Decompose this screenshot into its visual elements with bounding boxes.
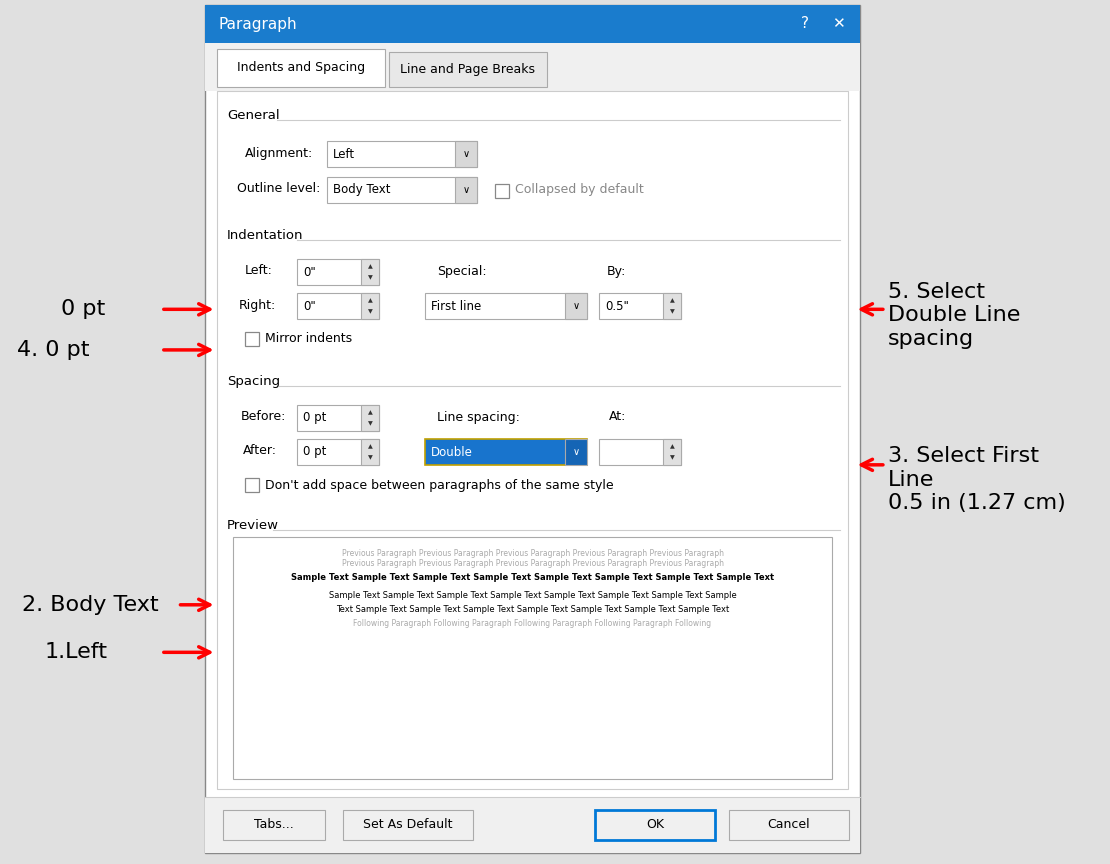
Text: ▼: ▼ (669, 455, 675, 461)
Text: ▼: ▼ (367, 309, 372, 314)
Text: 0": 0" (303, 265, 315, 278)
Text: ▲: ▲ (367, 410, 372, 415)
Text: ∨: ∨ (573, 301, 579, 311)
Text: Sample Text Sample Text Sample Text Sample Text Sample Text Sample Text Sample T: Sample Text Sample Text Sample Text Samp… (291, 573, 774, 582)
Text: 0 pt: 0 pt (303, 411, 326, 424)
Bar (216, 49, 385, 87)
Text: 0 pt: 0 pt (303, 446, 326, 459)
Text: ✕: ✕ (831, 16, 845, 31)
Text: ▲: ▲ (367, 444, 372, 448)
Bar (343, 810, 473, 840)
Bar (297, 439, 379, 465)
Text: 2. Body Text: 2. Body Text (22, 594, 159, 615)
Text: Double: Double (431, 446, 473, 459)
Bar (595, 810, 715, 840)
Text: Special:: Special: (437, 264, 486, 277)
Bar (216, 91, 848, 789)
Text: Previous Paragraph Previous Paragraph Previous Paragraph Previous Paragraph Prev: Previous Paragraph Previous Paragraph Pr… (342, 549, 724, 558)
Text: Alignment:: Alignment: (245, 147, 313, 160)
Bar (599, 439, 682, 465)
Text: ▼: ▼ (367, 422, 372, 426)
Text: Tabs...: Tabs... (254, 818, 294, 831)
Bar (297, 293, 379, 319)
Bar (205, 797, 860, 853)
Bar (297, 259, 379, 285)
Bar (233, 537, 833, 779)
Text: At:: At: (609, 410, 626, 423)
Bar (565, 293, 587, 319)
Text: Line and Page Breaks: Line and Page Breaks (401, 63, 535, 76)
Text: ▼: ▼ (367, 276, 372, 280)
Bar (361, 293, 379, 319)
Bar (425, 439, 587, 465)
Text: Paragraph: Paragraph (219, 16, 297, 31)
Bar (245, 478, 259, 492)
Text: Line spacing:: Line spacing: (437, 410, 519, 423)
Text: Right:: Right: (239, 298, 276, 312)
Bar (205, 5, 860, 43)
Text: 4. 0 pt: 4. 0 pt (17, 340, 89, 360)
Bar (223, 810, 325, 840)
Bar (361, 405, 379, 431)
Bar (361, 439, 379, 465)
Text: Following Paragraph Following Paragraph Following Paragraph Following Paragraph : Following Paragraph Following Paragraph … (353, 619, 712, 628)
Text: Sample Text Sample Text Sample Text Sample Text Sample Text Sample Text Sample T: Sample Text Sample Text Sample Text Samp… (329, 591, 736, 600)
Bar (388, 52, 547, 87)
Bar (495, 184, 509, 198)
Bar (729, 810, 849, 840)
Text: ∨: ∨ (463, 149, 470, 159)
Text: 1.Left: 1.Left (44, 642, 108, 663)
Text: Text Sample Text Sample Text Sample Text Sample Text Sample Text Sample Text Sam: Text Sample Text Sample Text Sample Text… (336, 605, 729, 614)
Text: 0 pt: 0 pt (61, 299, 105, 320)
Text: 5. Select
Double Line
spacing: 5. Select Double Line spacing (888, 283, 1020, 348)
Text: Don't add space between paragraphs of the same style: Don't add space between paragraphs of th… (265, 479, 614, 492)
Bar (663, 439, 682, 465)
Text: Indents and Spacing: Indents and Spacing (236, 61, 365, 74)
Text: Preview: Preview (228, 519, 279, 532)
Text: First line: First line (431, 300, 482, 313)
Bar (663, 293, 682, 319)
Text: ▲: ▲ (367, 298, 372, 302)
Text: OK: OK (646, 818, 664, 831)
Bar (205, 43, 860, 91)
Text: Indentation: Indentation (228, 229, 303, 242)
Text: ∨: ∨ (573, 447, 579, 457)
Text: 0": 0" (303, 300, 315, 313)
Text: ▲: ▲ (367, 264, 372, 269)
Text: Body Text: Body Text (333, 183, 391, 196)
Text: Outline level:: Outline level: (238, 182, 321, 195)
Bar (599, 293, 682, 319)
Bar (455, 177, 477, 203)
Bar (361, 259, 379, 285)
Text: ▲: ▲ (669, 444, 675, 448)
Bar (245, 332, 259, 346)
Text: Previous Paragraph Previous Paragraph Previous Paragraph Previous Paragraph Prev: Previous Paragraph Previous Paragraph Pr… (342, 559, 724, 568)
Text: Left:: Left: (245, 264, 273, 277)
Bar (565, 439, 587, 465)
Bar (205, 5, 860, 853)
Text: 3. Select First
Line
0.5 in (1.27 cm): 3. Select First Line 0.5 in (1.27 cm) (888, 447, 1066, 512)
Text: 0.5": 0.5" (605, 300, 629, 313)
Bar (455, 141, 477, 167)
Text: Cancel: Cancel (768, 818, 810, 831)
Bar (297, 405, 379, 431)
Text: Spacing: Spacing (228, 375, 280, 388)
Text: ▼: ▼ (367, 455, 372, 461)
Text: After:: After: (243, 444, 278, 458)
Text: ∨: ∨ (463, 185, 470, 195)
Text: Collapsed by default: Collapsed by default (515, 182, 644, 195)
Bar (327, 141, 477, 167)
Text: Before:: Before: (241, 410, 286, 423)
Bar (327, 177, 477, 203)
Text: ▼: ▼ (669, 309, 675, 314)
Text: Set As Default: Set As Default (363, 818, 453, 831)
Text: Mirror indents: Mirror indents (265, 333, 352, 346)
Bar (425, 293, 587, 319)
Text: ?: ? (801, 16, 809, 31)
Text: By:: By: (607, 264, 626, 277)
Text: ▲: ▲ (669, 298, 675, 302)
Text: Left: Left (333, 148, 355, 161)
Text: General: General (228, 109, 280, 122)
